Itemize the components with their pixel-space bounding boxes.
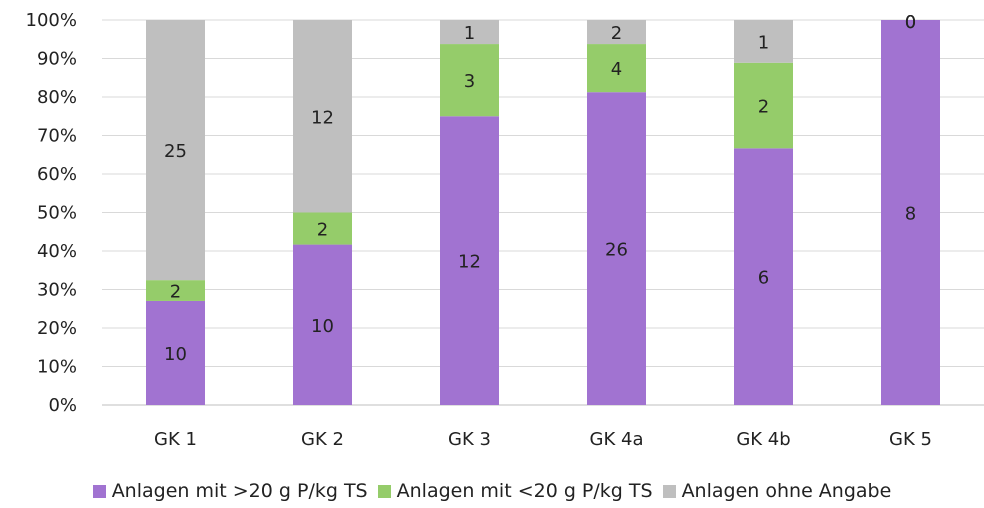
data-label: 6 <box>758 268 769 289</box>
bar-segment <box>587 92 646 405</box>
legend-swatch <box>662 484 676 498</box>
data-label: 10 <box>311 316 334 337</box>
data-label: 4 <box>611 59 622 80</box>
data-label: 25 <box>164 141 187 162</box>
data-label: 0 <box>905 12 916 33</box>
bar-segment <box>146 280 205 301</box>
y-tick-label: 50% <box>37 203 77 224</box>
legend-label: Anlagen mit <20 g P/kg TS <box>396 480 653 502</box>
data-label: 1 <box>758 32 769 53</box>
y-tick-label: 80% <box>37 87 77 108</box>
grid-lines <box>102 19 984 406</box>
y-axis-ticks: 0% 10% 20% 30% 40% 50% 60% 70% 80% 90% 100% <box>26 10 77 416</box>
legend-label: Anlagen ohne Angabe <box>681 480 892 502</box>
y-tick-label: 30% <box>37 280 77 301</box>
data-label: 26 <box>605 240 628 261</box>
legend-swatch <box>92 484 106 498</box>
bar-segment <box>587 44 646 93</box>
y-tick-label: 60% <box>37 164 77 185</box>
data-label: 2 <box>170 282 181 303</box>
y-tick-label: 20% <box>37 318 77 339</box>
x-tick-label: GK 2 <box>301 429 344 450</box>
legend-label: Anlagen mit >20 g P/kg TS <box>111 480 368 502</box>
data-label: 8 <box>905 204 916 225</box>
legend-swatch <box>377 484 391 498</box>
bar-segment <box>440 116 499 405</box>
bars <box>146 20 940 406</box>
bar-segment <box>293 212 352 245</box>
data-label: 12 <box>458 252 481 273</box>
bar-segment <box>440 20 499 45</box>
bar-segment <box>146 20 205 281</box>
y-tick-label: 100% <box>26 10 77 31</box>
x-tick-label: GK 1 <box>154 429 197 450</box>
data-label: 1 <box>464 23 475 44</box>
y-tick-label: 40% <box>37 241 77 262</box>
x-tick-label: GK 4a <box>590 429 644 450</box>
y-tick-label: 70% <box>37 126 77 147</box>
data-label: 12 <box>311 107 334 128</box>
x-tick-label: GK 3 <box>448 429 491 450</box>
legend-item: Anlagen ohne Angabe <box>662 480 892 502</box>
legend: Anlagen mit >20 g P/kg TS Anlagen mit <20… <box>0 474 984 508</box>
x-tick-label: GK 5 <box>889 429 932 450</box>
legend-item: Anlagen mit <20 g P/kg TS <box>377 480 653 502</box>
bar-segment <box>293 20 352 213</box>
data-label: 3 <box>464 71 475 92</box>
x-tick-label: GK 4b <box>736 429 790 450</box>
data-label: 2 <box>317 220 328 241</box>
legend-item: Anlagen mit >20 g P/kg TS <box>92 480 368 502</box>
y-tick-label: 90% <box>37 49 77 70</box>
data-label: 0 <box>905 12 916 33</box>
bar-segment <box>881 20 940 405</box>
bar-segment <box>734 20 793 63</box>
bar-segment <box>440 44 499 117</box>
y-tick-label: 10% <box>37 357 77 378</box>
stacked-bar-chart: 0%10%20%30%40%50%60%70%80%90%100% 102251… <box>26 10 984 450</box>
x-axis-ticks: GK 1 GK 2 GK 3 GK 4a GK 4b GK 5 <box>154 429 932 450</box>
data-label: 2 <box>611 23 622 44</box>
bar-segment <box>587 20 646 45</box>
bar-segment <box>734 148 793 406</box>
bar-segment <box>734 62 793 149</box>
bar-segment <box>146 300 205 405</box>
data-label: 10 <box>164 344 187 365</box>
y-tick-label: 0% <box>48 395 77 416</box>
data-label: 2 <box>758 97 769 118</box>
bar-segment <box>293 244 352 405</box>
